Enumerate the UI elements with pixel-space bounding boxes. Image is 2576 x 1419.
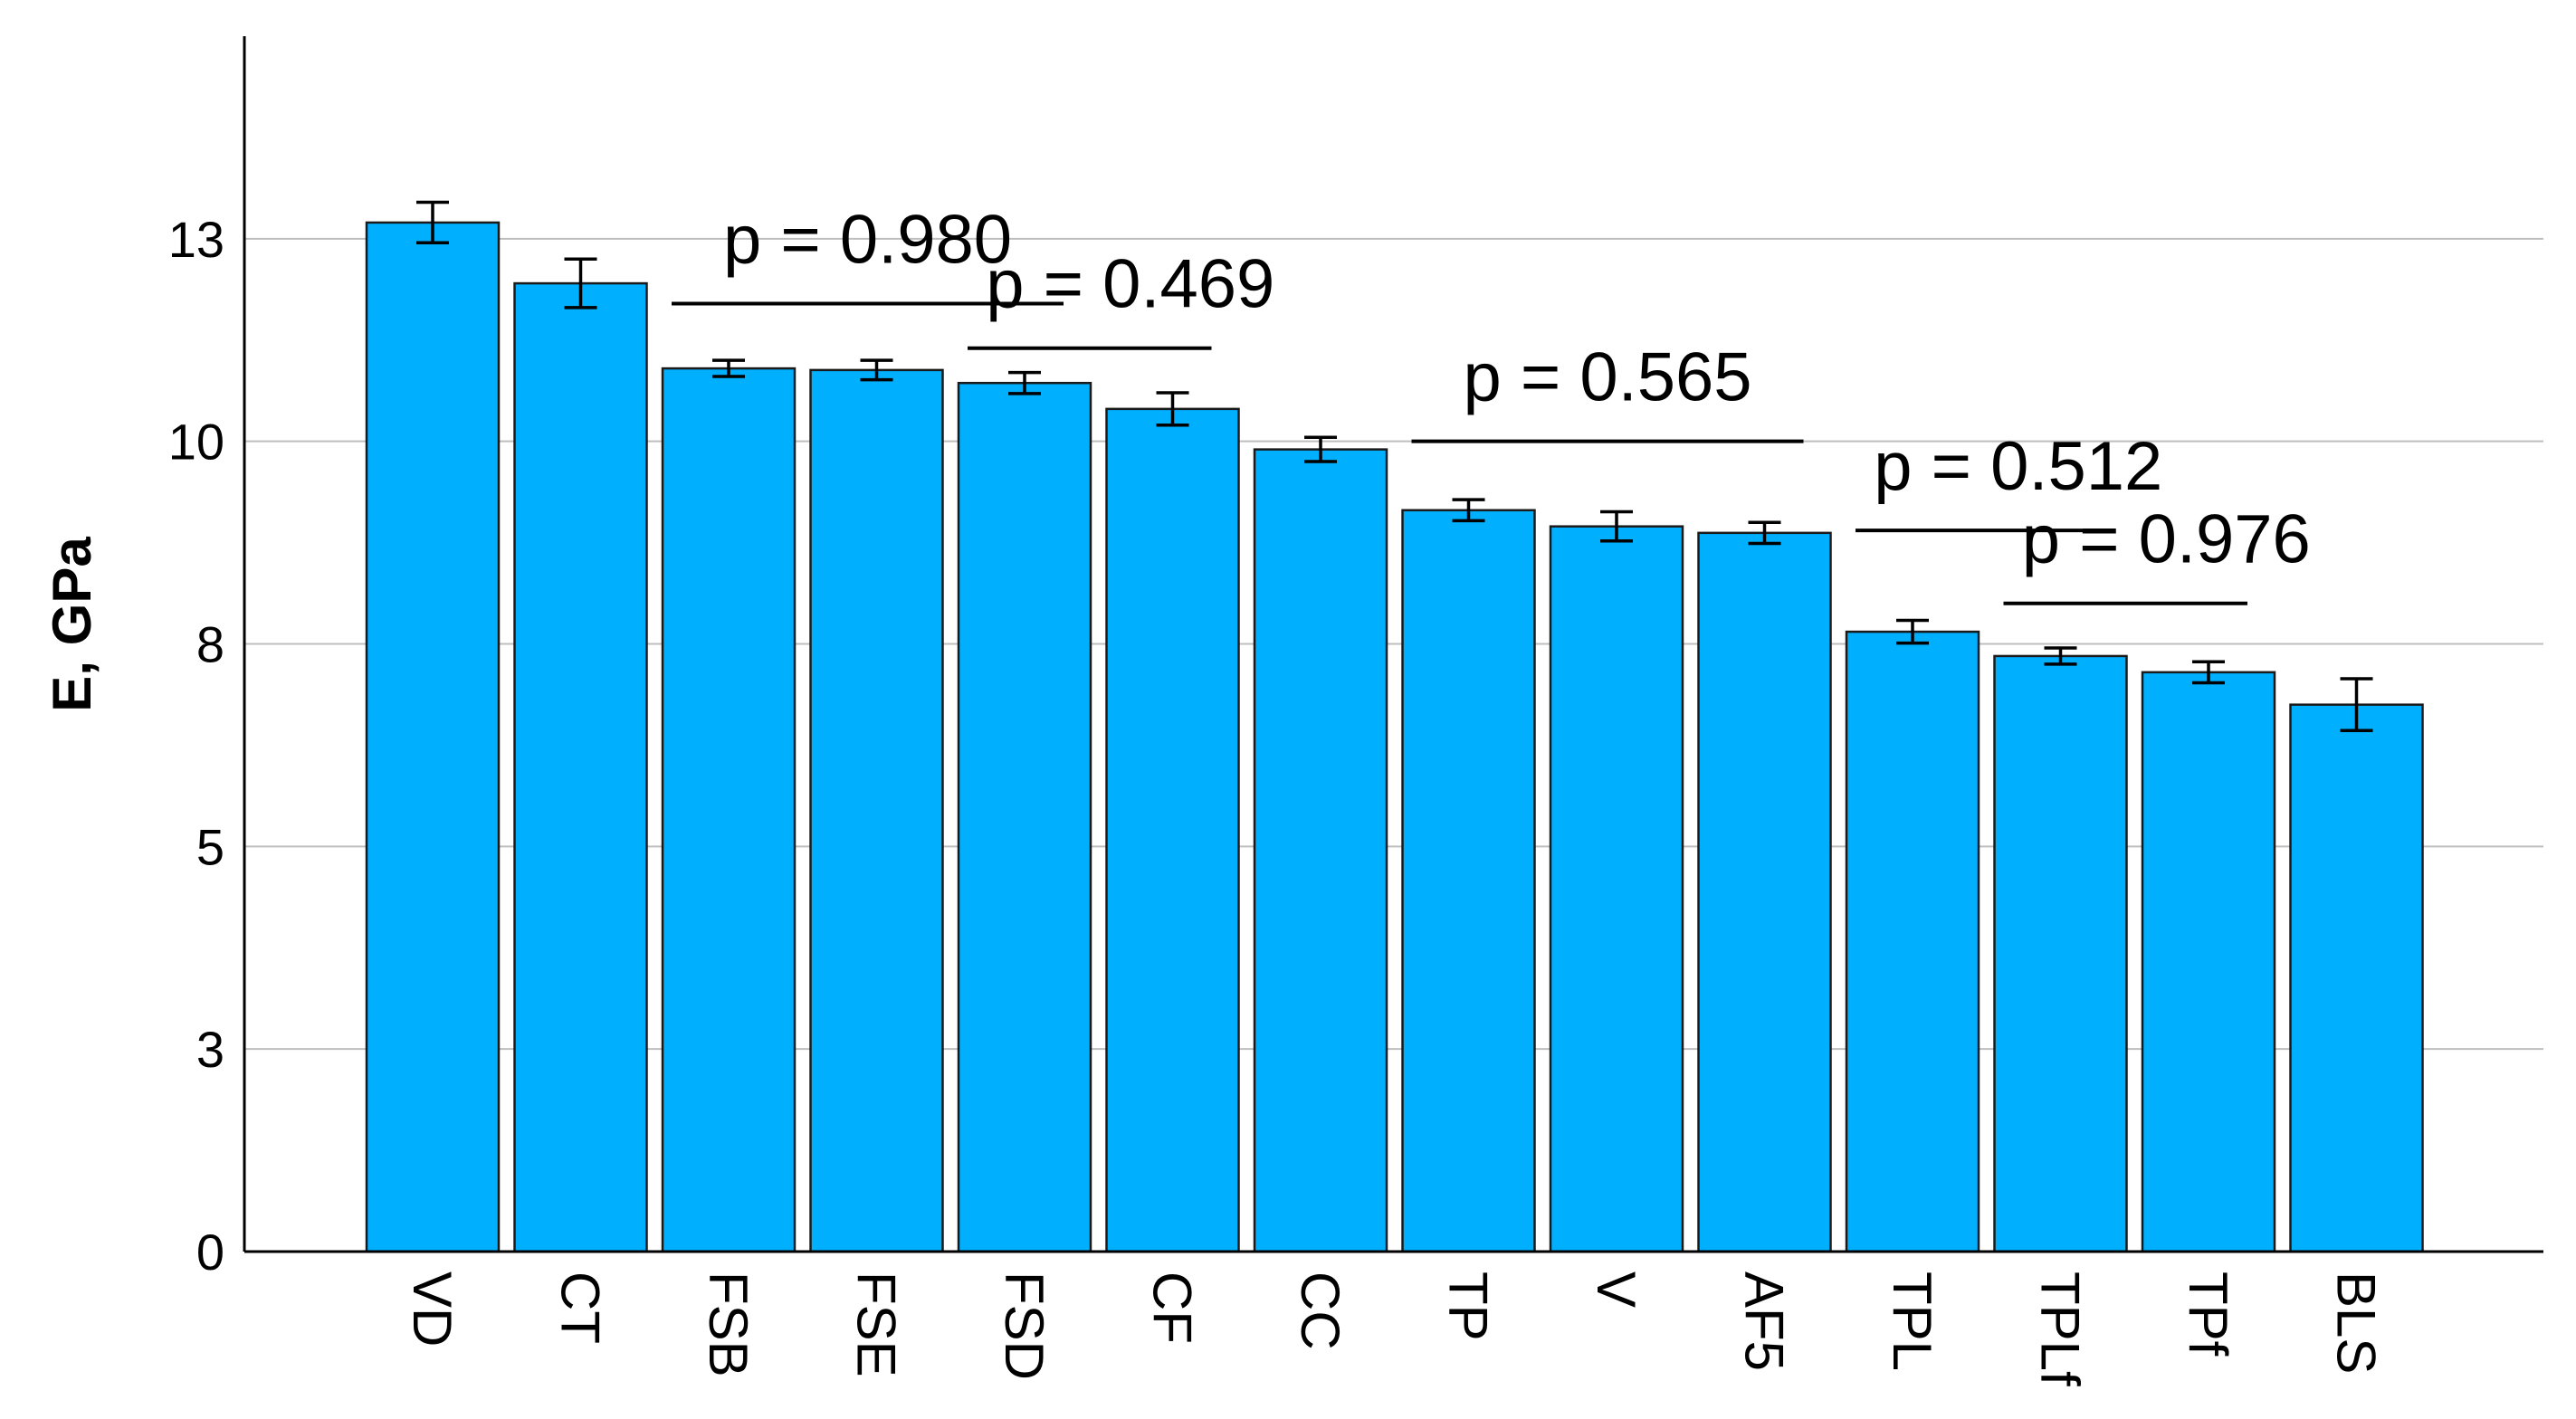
bar — [661, 367, 797, 1253]
axes — [243, 36, 2543, 1253]
bar — [957, 381, 1092, 1253]
bar — [1697, 531, 1832, 1253]
p-value-label: p = 0.565 — [1463, 339, 1751, 416]
p-value-label: p = 0.976 — [2022, 501, 2311, 578]
x-tick-label: TP — [1438, 1271, 1499, 1341]
x-tick-label: BLS — [2326, 1271, 2387, 1374]
x-tick-label: AF5 — [1734, 1271, 1795, 1371]
p-value-label: p = 0.980 — [723, 201, 1012, 278]
x-tick-label: CC — [1290, 1271, 1350, 1350]
bar — [1993, 654, 2128, 1253]
bar — [1105, 407, 1240, 1253]
bar — [1549, 525, 1684, 1253]
error-bars — [416, 200, 2373, 733]
y-tick-label: 8 — [196, 616, 224, 673]
x-tick-labels: VD CT FSB FSE FSD CF CC TP V AF5 TPL TPLf TPf BLS — [402, 1271, 2387, 1386]
x-tick-label: FSD — [994, 1271, 1054, 1380]
bar — [1253, 448, 1388, 1253]
bar — [2289, 703, 2424, 1253]
y-tick-labels: 0 3 5 8 10 13 — [168, 211, 224, 1281]
y-tick-label: 3 — [196, 1021, 224, 1078]
x-tick-label: V — [1586, 1271, 1646, 1308]
y-tick-label: 5 — [196, 818, 224, 875]
x-tick-label: FSB — [698, 1271, 758, 1377]
x-tick-label: TPLf — [2030, 1271, 2091, 1386]
bar — [1845, 630, 1980, 1253]
y-tick-label: 0 — [196, 1224, 224, 1281]
bar — [809, 368, 944, 1253]
bar — [513, 281, 648, 1253]
x-tick-label: CF — [1142, 1271, 1203, 1344]
bar — [2141, 671, 2276, 1253]
bar — [365, 221, 501, 1253]
y-tick-label: 13 — [168, 211, 224, 268]
y-axis-label: E, GPa — [42, 537, 102, 712]
p-value-label: p = 0.512 — [1874, 428, 2162, 505]
p-value-label: p = 0.469 — [986, 246, 1274, 323]
x-tick-label: CT — [550, 1271, 611, 1344]
x-tick-label: VD — [402, 1271, 463, 1347]
bars — [365, 221, 2424, 1253]
bar — [1401, 509, 1536, 1253]
x-tick-label: TPL — [1882, 1271, 1942, 1371]
y-tick-label: 10 — [168, 414, 224, 471]
x-tick-label: FSE — [846, 1271, 907, 1377]
x-tick-label: TPf — [2178, 1271, 2238, 1357]
